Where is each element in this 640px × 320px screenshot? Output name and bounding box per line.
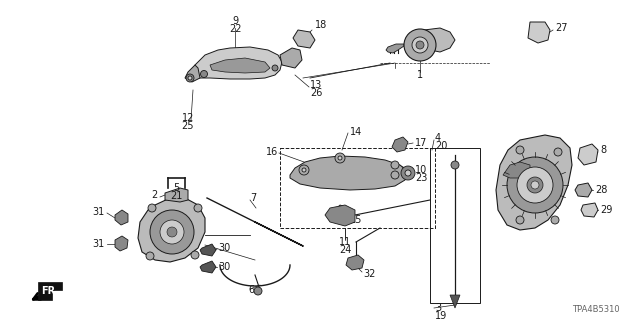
Text: 12: 12 bbox=[182, 113, 194, 123]
Circle shape bbox=[507, 157, 563, 213]
Text: 9: 9 bbox=[232, 16, 238, 26]
Circle shape bbox=[150, 210, 194, 254]
Circle shape bbox=[401, 166, 415, 180]
Circle shape bbox=[527, 177, 543, 193]
Text: 13: 13 bbox=[310, 80, 323, 90]
Text: 7: 7 bbox=[250, 193, 256, 203]
Text: 3: 3 bbox=[435, 303, 441, 313]
Polygon shape bbox=[346, 255, 364, 270]
Text: 16: 16 bbox=[266, 147, 278, 157]
Text: 25: 25 bbox=[182, 121, 195, 131]
Circle shape bbox=[254, 287, 262, 295]
Polygon shape bbox=[290, 156, 408, 190]
Polygon shape bbox=[325, 205, 355, 226]
Text: 19: 19 bbox=[435, 311, 447, 320]
Circle shape bbox=[517, 167, 553, 203]
Circle shape bbox=[551, 216, 559, 224]
Polygon shape bbox=[450, 295, 460, 308]
Text: 15: 15 bbox=[350, 215, 362, 225]
Circle shape bbox=[272, 65, 278, 71]
Text: 2: 2 bbox=[152, 190, 158, 200]
Circle shape bbox=[146, 252, 154, 260]
Polygon shape bbox=[185, 65, 200, 82]
Text: 5: 5 bbox=[173, 183, 179, 193]
Text: 8: 8 bbox=[600, 145, 606, 155]
Polygon shape bbox=[280, 48, 302, 68]
Polygon shape bbox=[115, 236, 128, 251]
Circle shape bbox=[167, 227, 177, 237]
Text: 11: 11 bbox=[339, 237, 351, 247]
Text: 21: 21 bbox=[170, 191, 182, 201]
Text: 31: 31 bbox=[93, 239, 105, 249]
Polygon shape bbox=[578, 144, 598, 165]
Polygon shape bbox=[496, 135, 572, 230]
Text: 24: 24 bbox=[339, 245, 351, 255]
Text: 10: 10 bbox=[415, 165, 428, 175]
Text: 17: 17 bbox=[415, 138, 428, 148]
Circle shape bbox=[416, 41, 424, 49]
Polygon shape bbox=[293, 30, 315, 48]
Polygon shape bbox=[335, 205, 346, 218]
Circle shape bbox=[554, 148, 562, 156]
Circle shape bbox=[391, 161, 399, 169]
Text: 30: 30 bbox=[218, 243, 230, 253]
Circle shape bbox=[338, 156, 342, 160]
Circle shape bbox=[404, 29, 436, 61]
Circle shape bbox=[531, 181, 539, 189]
Circle shape bbox=[516, 216, 524, 224]
Circle shape bbox=[412, 37, 428, 53]
Circle shape bbox=[302, 168, 306, 172]
Polygon shape bbox=[165, 188, 188, 202]
Circle shape bbox=[516, 146, 524, 154]
Circle shape bbox=[335, 153, 345, 163]
Text: 4: 4 bbox=[435, 133, 441, 143]
Bar bbox=[280, 148, 435, 228]
Circle shape bbox=[200, 70, 207, 77]
Polygon shape bbox=[115, 210, 128, 225]
Circle shape bbox=[391, 171, 399, 179]
Polygon shape bbox=[200, 244, 216, 256]
Text: 31: 31 bbox=[93, 207, 105, 217]
Text: 26: 26 bbox=[310, 88, 323, 98]
Text: FR.: FR. bbox=[41, 286, 59, 296]
Text: 22: 22 bbox=[228, 24, 241, 34]
Text: TPA4B5310: TPA4B5310 bbox=[572, 305, 620, 314]
Text: 18: 18 bbox=[315, 20, 327, 30]
Polygon shape bbox=[581, 203, 598, 217]
Text: 1: 1 bbox=[417, 70, 423, 80]
Polygon shape bbox=[210, 58, 270, 73]
Text: 14: 14 bbox=[350, 127, 362, 137]
Circle shape bbox=[451, 161, 459, 169]
Circle shape bbox=[194, 204, 202, 212]
Text: 6: 6 bbox=[248, 285, 254, 295]
Polygon shape bbox=[38, 282, 62, 300]
Circle shape bbox=[186, 74, 194, 82]
Circle shape bbox=[160, 220, 184, 244]
Polygon shape bbox=[138, 198, 205, 262]
Polygon shape bbox=[528, 22, 550, 43]
Text: 23: 23 bbox=[415, 173, 428, 183]
Text: 27: 27 bbox=[555, 23, 568, 33]
Text: 30: 30 bbox=[218, 262, 230, 272]
Polygon shape bbox=[503, 162, 530, 178]
Polygon shape bbox=[190, 47, 282, 79]
Polygon shape bbox=[424, 28, 455, 52]
Text: 20: 20 bbox=[435, 141, 447, 151]
Text: 28: 28 bbox=[595, 185, 607, 195]
Polygon shape bbox=[386, 44, 404, 53]
Bar bbox=[430, 148, 480, 303]
Circle shape bbox=[188, 76, 192, 80]
Polygon shape bbox=[575, 183, 592, 197]
Text: 29: 29 bbox=[600, 205, 612, 215]
Polygon shape bbox=[200, 261, 216, 273]
Circle shape bbox=[405, 170, 411, 176]
Circle shape bbox=[191, 251, 199, 259]
Circle shape bbox=[148, 204, 156, 212]
Circle shape bbox=[299, 165, 309, 175]
Text: 32: 32 bbox=[363, 269, 376, 279]
Polygon shape bbox=[392, 137, 408, 152]
